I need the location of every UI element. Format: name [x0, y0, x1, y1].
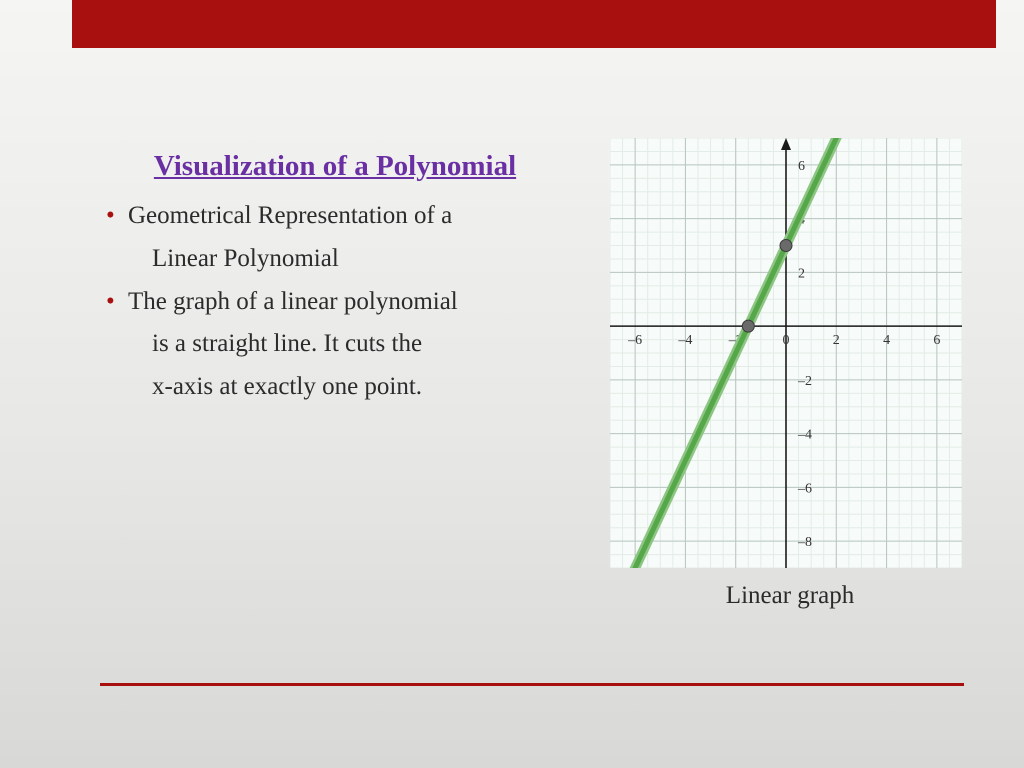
chart-caption: Linear graph — [610, 582, 970, 610]
svg-text:–6: –6 — [627, 333, 642, 348]
svg-text:–2: –2 — [797, 374, 812, 389]
footer-rule — [100, 683, 964, 686]
chart-container: –6–4–20246–8–6–4–2246 Linear graph — [610, 138, 970, 610]
svg-text:–8: –8 — [797, 535, 812, 550]
bullet-item: Geometrical Representation of a — [100, 197, 570, 236]
svg-text:6: 6 — [798, 159, 805, 174]
svg-text:–4: –4 — [677, 333, 692, 348]
svg-text:6: 6 — [933, 333, 940, 348]
svg-text:2: 2 — [833, 333, 840, 348]
svg-text:–4: –4 — [797, 428, 812, 443]
bullet-item: The graph of a linear polynomial — [100, 283, 570, 322]
svg-text:–6: –6 — [797, 481, 812, 496]
svg-text:0: 0 — [783, 333, 790, 348]
bullet-continuation: x-axis at exactly one point. — [100, 368, 570, 407]
svg-text:4: 4 — [883, 333, 890, 348]
bullet-continuation: is a straight line. It cuts the — [100, 325, 570, 364]
svg-text:2: 2 — [798, 266, 805, 281]
bullet-list: Geometrical Representation of a Linear Po… — [100, 197, 570, 407]
header-bar — [72, 0, 996, 48]
bullet-continuation: Linear Polynomial — [100, 240, 570, 279]
slide-title: Visualization of a Polynomial — [100, 150, 570, 183]
text-content: Visualization of a Polynomial Geometrica… — [100, 150, 570, 411]
linear-graph: –6–4–20246–8–6–4–2246 — [610, 138, 962, 568]
